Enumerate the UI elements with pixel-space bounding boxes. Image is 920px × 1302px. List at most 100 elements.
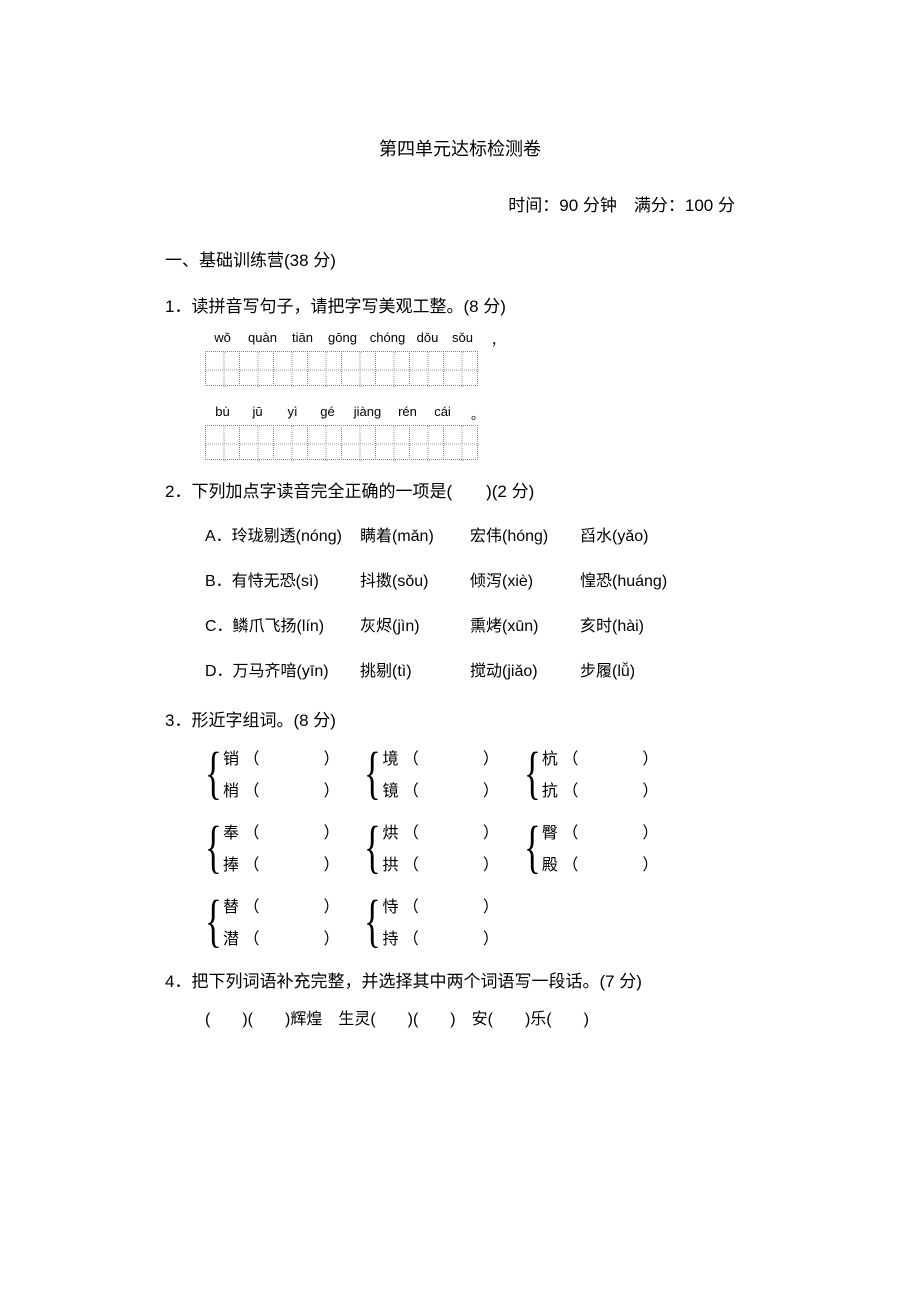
pair-content: 奉 （ ）捧 （ ）: [223, 818, 339, 882]
pinyin: jū: [240, 404, 275, 423]
pinyin: yì: [275, 404, 310, 423]
pinyin: chóng: [365, 330, 410, 349]
writing-cell: [409, 351, 444, 386]
q4-prompt: 4．把下列词语补充完整，并选择其中两个词语写一段话。(7 分): [165, 968, 755, 995]
pair-line: 替 （ ）: [223, 892, 339, 924]
writing-cell: [239, 351, 274, 386]
option-c: C．鳞爪飞扬(lín) 灰烬(jìn) 熏烤(xūn) 亥时(hài): [205, 605, 755, 650]
brace-icon: [524, 744, 542, 808]
pair-content: 烘 （ ）拱 （ ）: [382, 818, 498, 882]
char-pair-group: 替 （ ）潜 （ ）: [205, 892, 339, 956]
pinyin: rén: [390, 404, 425, 423]
option-d: D．万马齐喑(yīn) 挑剔(tì) 搅动(jiǎo) 步履(lǚ): [205, 650, 755, 695]
writing-cell: [205, 425, 240, 460]
brace-icon: [205, 892, 223, 956]
writing-cell: [341, 351, 376, 386]
writing-cell: [307, 351, 342, 386]
pinyin: gōng: [320, 330, 365, 349]
pair-content: 杭 （ ）抗 （ ）: [542, 744, 658, 808]
pinyin: jiàng: [345, 404, 390, 423]
brace-icon: [524, 818, 542, 882]
writing-cell: [409, 425, 444, 460]
q1-pinyin-row-2: bù jū yì gé jiàng rén cái 。: [205, 404, 755, 423]
pair-line: 恃 （ ）: [382, 892, 498, 924]
section-1-header: 一、基础训练营(38 分): [165, 246, 755, 271]
pair-content: 恃 （ ）持 （ ）: [382, 892, 498, 956]
pinyin: gé: [310, 404, 345, 423]
opt-text: 搅动(jiǎo): [470, 650, 580, 695]
char-pair-group: 烘 （ ）拱 （ ）: [364, 818, 498, 882]
pair-content: 境 （ ）镜 （ ）: [382, 744, 498, 808]
pair-row: 替 （ ）潜 （ ） 恃 （ ）持 （ ）: [205, 892, 755, 956]
opt-text: 熏烤(xūn): [470, 605, 580, 650]
opt-text: 挑剔(tì): [360, 650, 470, 695]
pair-line: 拱 （ ）: [382, 850, 498, 882]
brace-icon: [205, 744, 223, 808]
page-title: 第四单元达标检测卷: [165, 135, 755, 161]
q1-pinyin-row-1: wǒ quàn tiān gōng chóng dǒu sǒu ，: [205, 330, 755, 349]
opt-text: 灰烬(jìn): [360, 605, 470, 650]
pinyin: 。: [460, 404, 495, 423]
q2-options: A．玲珑剔透(nóng) 瞒着(mǎn) 宏伟(hóng) 舀水(yǎo) B．…: [205, 515, 755, 694]
char-pair-group: 奉 （ ）捧 （ ）: [205, 818, 339, 882]
pair-line: 镜 （ ）: [382, 776, 498, 808]
pair-line: 抗 （ ）: [542, 776, 658, 808]
pair-row: 销 （ ）梢 （ ） 境 （ ）镜 （ ） 杭 （ ）抗 （ ）: [205, 744, 755, 808]
pair-line: 奉 （ ）: [223, 818, 339, 850]
opt-text: 舀水(yǎo): [580, 515, 690, 560]
q3-pairs: 销 （ ）梢 （ ） 境 （ ）镜 （ ） 杭 （ ）抗 （ ） 奉 （ ）捧 （ …: [205, 744, 755, 956]
pair-line: 销 （ ）: [223, 744, 339, 776]
writing-cell: [443, 351, 478, 386]
writing-cell: [273, 351, 308, 386]
opt-text: 倾泻(xiè): [470, 560, 580, 605]
q3-prompt: 3．形近字组词。(8 分): [165, 707, 755, 734]
pinyin: dǒu: [410, 330, 445, 349]
writing-cell: [375, 351, 410, 386]
char-pair-group: 臀 （ ）殿 （ ）: [524, 818, 658, 882]
opt-text: A．玲珑剔透(nóng): [205, 515, 360, 560]
opt-text: D．万马齐喑(yīn): [205, 650, 360, 695]
pair-line: 境 （ ）: [382, 744, 498, 776]
q4-blanks: ( )( )辉煌 生灵( )( ) 安( )乐( ): [205, 1005, 755, 1029]
pinyin: quàn: [240, 330, 285, 349]
opt-text: 宏伟(hóng): [470, 515, 580, 560]
opt-text: 惶恐(huáng): [580, 560, 690, 605]
opt-text: 瞒着(mǎn): [360, 515, 470, 560]
opt-text: C．鳞爪飞扬(lín): [205, 605, 360, 650]
writing-cell: [239, 425, 274, 460]
char-pair-group: 境 （ ）镜 （ ）: [364, 744, 498, 808]
pair-line: 烘 （ ）: [382, 818, 498, 850]
q1-grid-row-2: [205, 425, 755, 460]
page-subtitle: 时间：90 分钟 满分：100 分: [165, 191, 755, 216]
exam-page: 第四单元达标检测卷 时间：90 分钟 满分：100 分 一、基础训练营(38 分…: [0, 0, 920, 1029]
writing-cell: [341, 425, 376, 460]
char-pair-group: 杭 （ ）抗 （ ）: [524, 744, 658, 808]
brace-icon: [364, 818, 382, 882]
pinyin: cái: [425, 404, 460, 423]
q1-grid-row-1: [205, 351, 755, 386]
writing-cell: [273, 425, 308, 460]
q2-prompt: 2．下列加点字读音完全正确的一项是( )(2 分): [165, 478, 755, 505]
q1-prompt: 1．读拼音写句子，请把字写美观工整。(8 分): [165, 293, 755, 320]
pair-row: 奉 （ ）捧 （ ） 烘 （ ）拱 （ ） 臀 （ ）殿 （ ）: [205, 818, 755, 882]
opt-text: 步履(lǚ): [580, 650, 690, 695]
pair-line: 梢 （ ）: [223, 776, 339, 808]
pair-line: 臀 （ ）: [542, 818, 658, 850]
pinyin: sǒu: [445, 330, 480, 349]
pinyin: wǒ: [205, 330, 240, 349]
writing-cell: [205, 351, 240, 386]
pinyin: tiān: [285, 330, 320, 349]
pinyin: ，: [480, 330, 515, 349]
brace-icon: [205, 818, 223, 882]
pair-content: 臀 （ ）殿 （ ）: [542, 818, 658, 882]
writing-cell: [307, 425, 342, 460]
writing-cell: [375, 425, 410, 460]
char-pair-group: 销 （ ）梢 （ ）: [205, 744, 339, 808]
option-b: B．有恃无恐(sì) 抖擞(sǒu) 倾泻(xiè) 惶恐(huáng): [205, 560, 755, 605]
option-a: A．玲珑剔透(nóng) 瞒着(mǎn) 宏伟(hóng) 舀水(yǎo): [205, 515, 755, 560]
pinyin: bù: [205, 404, 240, 423]
opt-text: 抖擞(sǒu): [360, 560, 470, 605]
pair-line: 潜 （ ）: [223, 924, 339, 956]
brace-icon: [364, 744, 382, 808]
writing-cell: [443, 425, 478, 460]
